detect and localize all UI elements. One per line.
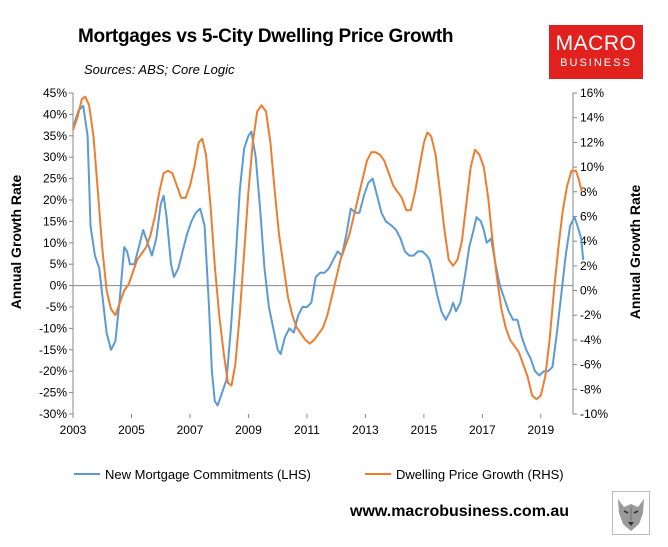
y-right-tick-label: -8% [580, 382, 602, 396]
y-left-tick-label: 30% [43, 150, 67, 164]
series-line-mortgage-commitments [72, 104, 585, 407]
logo-line-1: MACRO [555, 32, 637, 55]
y-left-tick-label: -5% [46, 300, 68, 314]
y-right-tick-label: -2% [580, 308, 602, 322]
x-tick-label: 2009 [235, 423, 262, 437]
legend-label-mortgage: New Mortgage Commitments (LHS) [105, 467, 311, 482]
y-axis-left-title: Annual Growth Rate [8, 175, 24, 310]
y-left-tick-label: -30% [39, 407, 67, 421]
logo-line-2: BUSINESS [560, 57, 632, 69]
legend-label-price: Dwelling Price Growth (RHS) [396, 467, 564, 482]
y-left-tick-label: 45% [43, 86, 67, 100]
y-axis-right-title: Annual Growth Rate [627, 185, 643, 320]
y-left-tick-label: -10% [39, 321, 67, 335]
y-right-tick-label: -6% [580, 358, 602, 372]
chart-sources: Sources: ABS; Core Logic [84, 62, 235, 77]
chart-series [72, 95, 585, 407]
y-left-tick-label: 35% [43, 129, 67, 143]
x-tick-label: 2011 [294, 423, 320, 437]
y-left-tick-label: 5% [50, 257, 68, 271]
macrobusiness-logo: MACRO BUSINESS [549, 25, 643, 79]
y-left-tick-label: -25% [39, 386, 67, 400]
website-url: www.macrobusiness.com.au [350, 503, 570, 520]
x-tick-label: 2019 [527, 423, 554, 437]
y-right-tick-label: 8% [580, 185, 598, 199]
y-right-tick-label: 0% [580, 284, 598, 298]
y-left-tick-label: -15% [39, 343, 67, 357]
y-right-tick-label: 10% [580, 160, 604, 174]
chart-title: Mortgages vs 5-City Dwelling Price Growt… [78, 26, 454, 47]
y-left-tick-label: 20% [43, 193, 67, 207]
x-tick-label: 2003 [60, 423, 87, 437]
y-axis-right-ticks: -10% -8% -6% -4% -2% 0% 2% 4% 6% 8% 10% 12% 14% 16% [573, 86, 608, 421]
y-left-tick-label: 0% [50, 279, 68, 293]
legend: New Mortgage Commitments (LHS) Dwelling … [74, 467, 564, 482]
y-right-tick-label: 2% [580, 259, 598, 273]
y-right-tick-label: 6% [580, 209, 598, 223]
x-tick-label: 2015 [411, 423, 438, 437]
x-tick-label: 2007 [177, 423, 204, 437]
y-left-tick-label: 10% [43, 236, 67, 250]
y-right-tick-label: 4% [580, 234, 598, 248]
x-tick-label: 2017 [469, 423, 496, 437]
chart-frame [72, 93, 574, 414]
series-line-dwelling-price-growth [72, 95, 583, 401]
y-right-tick-label: 16% [580, 86, 604, 100]
y-right-tick-label: -4% [580, 333, 602, 347]
x-axis-ticks: 2003 2005 2007 2009 2011 2013 2015 2017 2019 [60, 414, 555, 437]
y-left-tick-label: 40% [43, 107, 67, 121]
y-left-tick-label: 15% [43, 214, 67, 228]
wolf-logo-icon [612, 491, 650, 535]
y-right-tick-label: -10% [580, 407, 608, 421]
y-axis-left-ticks: -30% -25% -20% -15% -10% -5% 0% 5% 10% 15% 20% 25% 3… [39, 86, 73, 421]
x-tick-label: 2013 [352, 423, 379, 437]
y-left-tick-label: 25% [43, 172, 67, 186]
y-right-tick-label: 14% [580, 111, 604, 125]
y-left-tick-label: -20% [39, 364, 67, 378]
y-right-tick-label: 12% [580, 135, 604, 149]
x-tick-label: 2005 [118, 423, 145, 437]
